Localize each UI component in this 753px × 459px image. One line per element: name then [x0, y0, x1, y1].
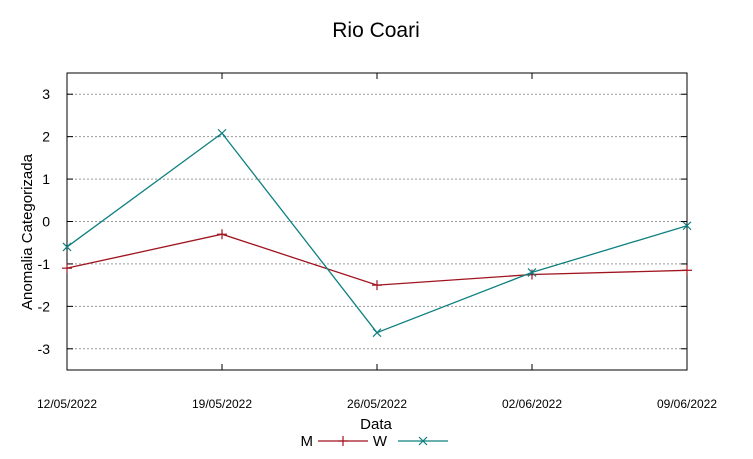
chart-title: Rio Coari	[332, 19, 420, 42]
x-tick-label: 19/05/2022	[192, 397, 252, 411]
y-tick-label: 2	[42, 129, 50, 145]
x-tick-label: 26/05/2022	[347, 397, 407, 411]
y-tick-label: 1	[42, 171, 50, 187]
y-tick-labels: 3 2 1 0 -1 -2 -3	[38, 86, 51, 357]
series-group	[62, 128, 692, 338]
y-tick-label: -1	[38, 256, 51, 272]
data-point	[62, 242, 72, 252]
grid-lines	[66, 73, 688, 370]
y-tick-label: 0	[42, 214, 50, 230]
data-point	[682, 265, 692, 276]
data-point	[372, 328, 382, 338]
legend-label-M: M	[301, 433, 314, 450]
data-point	[527, 267, 537, 277]
data-point	[338, 436, 348, 446]
y-axis-label: Anomalia Categorizada	[19, 153, 36, 310]
x-axis-label: Data	[360, 416, 392, 433]
data-point	[217, 128, 227, 138]
legend-label-W: W	[373, 433, 388, 450]
data-point	[372, 280, 382, 291]
data-point	[418, 436, 428, 446]
x-tick-label: 12/05/2022	[37, 397, 97, 411]
series-line-M	[66, 233, 688, 286]
y-tick-label: -2	[38, 298, 51, 314]
data-point	[682, 221, 692, 231]
x-tick-label: 02/06/2022	[502, 397, 562, 411]
series-line-W	[66, 132, 688, 334]
y-tick-label: 3	[42, 86, 50, 102]
data-point	[527, 269, 537, 280]
plot-frame	[66, 72, 688, 371]
y-tick-label: -3	[38, 341, 51, 357]
data-point	[217, 229, 227, 240]
data-point	[62, 263, 72, 274]
x-tick-labels: 12/05/2022 19/05/2022 26/05/2022 02/06/2022…	[37, 397, 717, 411]
x-tick-label: 09/06/2022	[657, 397, 717, 411]
